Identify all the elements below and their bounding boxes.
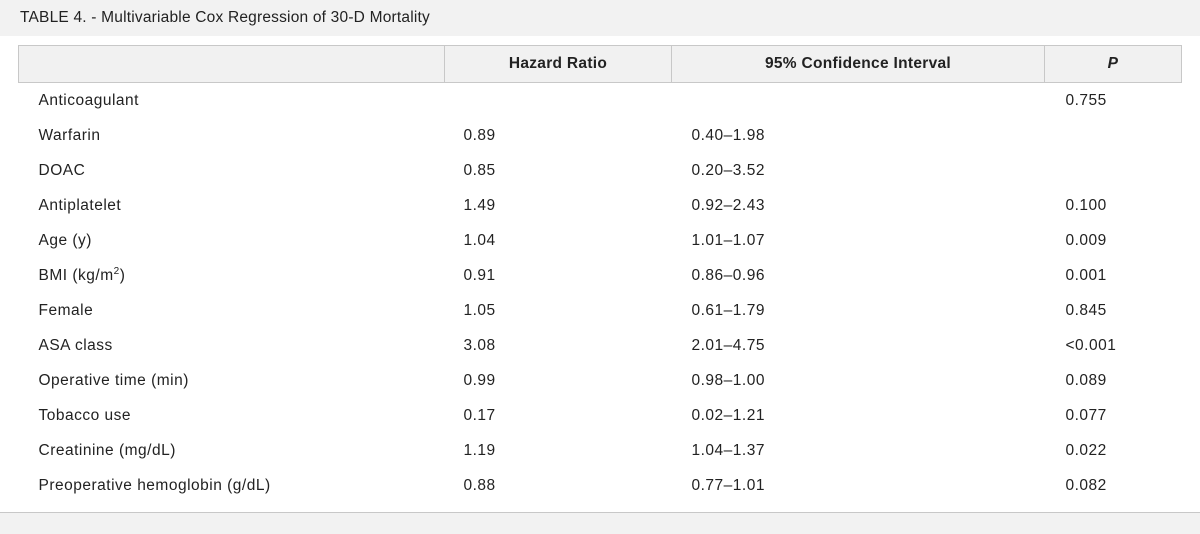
cell-hazard-ratio: 1.05	[463, 301, 496, 319]
cell-p-value: 0.100	[1065, 196, 1107, 214]
cell-confidence-interval: 1.04–1.37	[691, 441, 765, 459]
cell-variable: Female	[38, 301, 94, 319]
cell-confidence-interval: 0.98–1.00	[691, 371, 765, 389]
cell-hazard-ratio: 0.88	[463, 476, 496, 494]
cell-confidence-interval: 0.20–3.52	[691, 161, 765, 179]
cell-p-value	[1045, 118, 1182, 153]
cell-hazard-ratio: 3.08	[463, 336, 496, 354]
header-hazard-ratio: Hazard Ratio	[444, 45, 672, 83]
variable-superscript: 2	[113, 265, 120, 277]
variable-label: BMI (kg/m	[38, 266, 114, 284]
cell-confidence-interval: 2.01–4.75	[691, 336, 765, 354]
cell-p-value: 0.089	[1065, 371, 1107, 389]
cell-variable: Warfarin	[38, 126, 101, 144]
cell-variable: Tobacco use	[38, 406, 132, 424]
cell-p-value: 0.755	[1065, 91, 1107, 109]
cell-variable: BMI (kg/m2)	[19, 258, 445, 293]
table-container: Hazard Ratio 95% Confidence Interval P A…	[18, 45, 1182, 503]
cell-hazard-ratio: 1.19	[463, 441, 496, 459]
table-row: Antiplatelet 1.49 0.92–2.43 0.100	[19, 188, 1182, 223]
cell-variable: ASA class	[38, 336, 113, 354]
cell-hazard-ratio	[445, 83, 672, 119]
cell-hazard-ratio: 0.99	[463, 371, 496, 389]
cell-p-value: 0.001	[1065, 266, 1107, 284]
cell-hazard-ratio: 1.49	[463, 196, 496, 214]
cell-p-value	[1045, 153, 1182, 188]
header-row: Hazard Ratio 95% Confidence Interval P	[18, 45, 1182, 83]
variable-label-suffix: )	[119, 266, 126, 284]
cell-variable: Preoperative hemoglobin (g/dL)	[38, 476, 271, 494]
cell-p-value: 0.009	[1065, 231, 1107, 249]
cell-confidence-interval	[672, 83, 1045, 119]
table-row: Preoperative hemoglobin (g/dL) 0.88 0.77–1…	[19, 468, 1182, 503]
cell-p-value: 0.022	[1065, 441, 1107, 459]
cell-confidence-interval: 0.77–1.01	[691, 476, 765, 494]
table-row: Age (y) 1.04 1.01–1.07 0.009	[19, 223, 1182, 258]
cell-confidence-interval: 0.40–1.98	[691, 126, 765, 144]
table-row: Creatinine (mg/dL) 1.19 1.04–1.37 0.022	[19, 433, 1182, 468]
table-row: BMI (kg/m2) 0.91 0.86–0.96 0.001	[19, 258, 1182, 293]
header-p-value: P	[1044, 45, 1182, 83]
table-row: Anticoagulant 0.755	[19, 83, 1182, 119]
cell-confidence-interval: 0.61–1.79	[691, 301, 765, 319]
table-row: Female 1.05 0.61–1.79 0.845	[19, 293, 1182, 328]
cell-p-value: <0.001	[1065, 336, 1117, 354]
table-row: Warfarin 0.89 0.40–1.98	[19, 118, 1182, 153]
table-title-bar: TABLE 4. - Multivariable Cox Regression …	[0, 0, 1200, 36]
cell-p-value: 0.082	[1065, 476, 1107, 494]
cell-variable: Operative time (min)	[38, 371, 189, 389]
cell-hazard-ratio: 0.17	[463, 406, 496, 424]
header-confidence-interval: 95% Confidence Interval	[671, 45, 1045, 83]
table-row: Operative time (min) 0.99 0.98–1.00 0.089	[19, 363, 1182, 398]
table-title: TABLE 4. - Multivariable Cox Regression …	[20, 9, 430, 26]
cell-p-value: 0.077	[1065, 406, 1107, 424]
cell-variable: Age (y)	[38, 231, 92, 249]
cell-confidence-interval: 0.86–0.96	[691, 266, 765, 284]
regression-table: Hazard Ratio 95% Confidence Interval P A…	[18, 45, 1182, 503]
cell-p-value: 0.845	[1065, 301, 1107, 319]
table-row: ASA class 3.08 2.01–4.75 <0.001	[19, 328, 1182, 363]
cell-variable: Creatinine (mg/dL)	[38, 441, 176, 459]
cell-confidence-interval: 0.92–2.43	[691, 196, 765, 214]
cell-variable: Anticoagulant	[38, 91, 139, 109]
table-body: Anticoagulant 0.755 Warfarin 0.89 0.40–1.98 D…	[19, 83, 1182, 504]
cell-variable: Antiplatelet	[38, 196, 122, 214]
cell-hazard-ratio: 0.91	[463, 266, 496, 284]
table-row: DOAC 0.85 0.20–3.52	[19, 153, 1182, 188]
cell-hazard-ratio: 0.89	[463, 126, 496, 144]
cell-hazard-ratio: 1.04	[463, 231, 496, 249]
cell-confidence-interval: 0.02–1.21	[691, 406, 765, 424]
cell-confidence-interval: 1.01–1.07	[691, 231, 765, 249]
table-row: Tobacco use 0.17 0.02–1.21 0.077	[19, 398, 1182, 433]
table-header: Hazard Ratio 95% Confidence Interval P	[18, 45, 1182, 83]
cell-variable: DOAC	[38, 161, 86, 179]
table-footer-bar	[0, 512, 1200, 534]
header-variable	[18, 45, 445, 83]
cell-hazard-ratio: 0.85	[463, 161, 496, 179]
